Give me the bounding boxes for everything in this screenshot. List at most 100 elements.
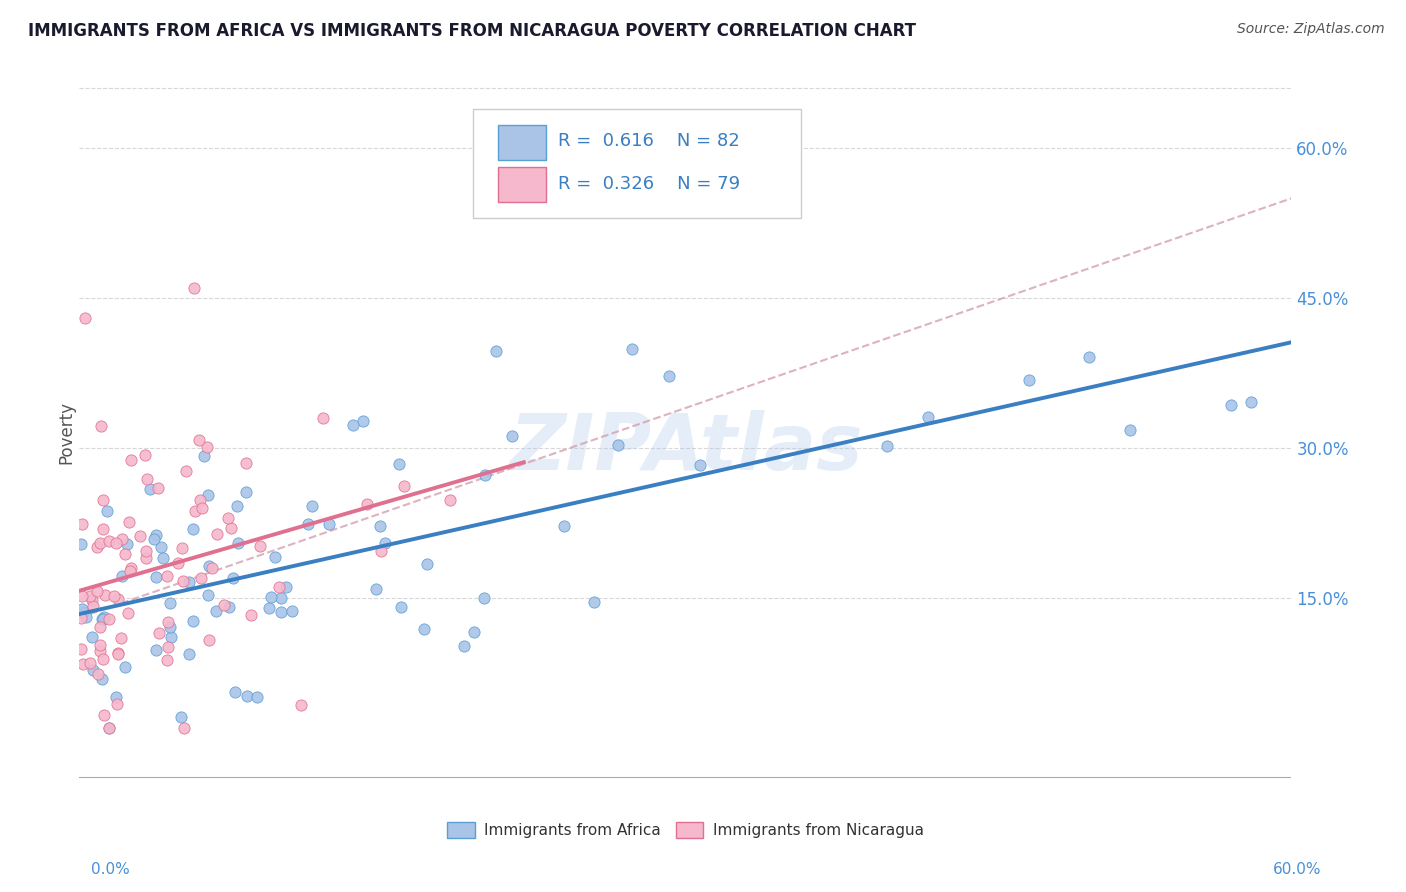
- Point: [235, 485, 257, 500]
- Point: [197, 588, 219, 602]
- Point: [342, 417, 364, 432]
- Point: [190, 501, 212, 516]
- Point: [70, 611, 93, 625]
- Point: [72, 602, 94, 616]
- Point: [104, 690, 127, 705]
- Point: [111, 533, 134, 547]
- Point: [103, 589, 125, 603]
- Point: [145, 643, 167, 657]
- Point: [75, 610, 97, 624]
- Point: [217, 511, 239, 525]
- Text: Source: ZipAtlas.com: Source: ZipAtlas.com: [1237, 22, 1385, 37]
- Point: [167, 556, 190, 570]
- Point: [658, 369, 681, 384]
- Point: [236, 690, 259, 704]
- Point: [114, 547, 136, 561]
- Point: [689, 458, 711, 472]
- FancyBboxPatch shape: [498, 125, 546, 160]
- Point: [91, 651, 114, 665]
- Point: [356, 497, 378, 511]
- Point: [917, 409, 939, 424]
- Point: [501, 429, 523, 443]
- Point: [212, 598, 235, 612]
- Text: R =  0.616    N = 82: R = 0.616 N = 82: [558, 132, 740, 151]
- Point: [160, 630, 183, 644]
- Point: [366, 582, 388, 596]
- Point: [472, 591, 495, 605]
- Point: [352, 414, 374, 428]
- Point: [412, 622, 434, 636]
- Legend: Immigrants from Africa, Immigrants from Nicaragua: Immigrants from Africa, Immigrants from …: [441, 816, 929, 845]
- Point: [193, 450, 215, 464]
- Point: [392, 479, 415, 493]
- Text: IMMIGRANTS FROM AFRICA VS IMMIGRANTS FROM NICARAGUA POVERTY CORRELATION CHART: IMMIGRANTS FROM AFRICA VS IMMIGRANTS FRO…: [28, 22, 917, 40]
- Point: [111, 569, 134, 583]
- Point: [235, 456, 257, 470]
- Point: [188, 492, 211, 507]
- Point: [89, 644, 111, 658]
- Point: [198, 558, 221, 573]
- Point: [86, 540, 108, 554]
- Point: [198, 632, 221, 647]
- Point: [72, 657, 94, 671]
- Point: [301, 499, 323, 513]
- Point: [312, 411, 335, 425]
- Point: [274, 580, 297, 594]
- Point: [218, 600, 240, 615]
- Point: [205, 527, 228, 541]
- Point: [387, 457, 409, 471]
- Point: [197, 488, 219, 502]
- Point: [115, 537, 138, 551]
- Point: [205, 604, 228, 618]
- Point: [318, 516, 340, 531]
- Point: [221, 571, 243, 585]
- Point: [876, 438, 898, 452]
- FancyBboxPatch shape: [498, 167, 546, 202]
- Point: [91, 611, 114, 625]
- Point: [249, 539, 271, 553]
- Point: [226, 536, 249, 550]
- Point: [97, 612, 120, 626]
- Text: ZIPAtlas: ZIPAtlas: [509, 409, 862, 485]
- Point: [200, 561, 222, 575]
- FancyBboxPatch shape: [474, 109, 800, 218]
- Point: [107, 592, 129, 607]
- Point: [290, 698, 312, 712]
- Point: [148, 481, 170, 495]
- Point: [135, 551, 157, 566]
- Point: [226, 499, 249, 513]
- Point: [142, 533, 165, 547]
- Point: [374, 536, 396, 550]
- Point: [136, 472, 159, 486]
- Point: [79, 656, 101, 670]
- Point: [89, 620, 111, 634]
- Point: [368, 519, 391, 533]
- Point: [82, 593, 104, 607]
- Point: [159, 620, 181, 634]
- Point: [582, 595, 605, 609]
- Point: [184, 504, 207, 518]
- Point: [86, 583, 108, 598]
- Point: [93, 610, 115, 624]
- Point: [114, 659, 136, 673]
- Point: [439, 492, 461, 507]
- Point: [91, 493, 114, 508]
- Point: [145, 570, 167, 584]
- Point: [269, 580, 291, 594]
- Point: [96, 504, 118, 518]
- Point: [179, 647, 201, 661]
- Point: [90, 673, 112, 687]
- Point: [90, 419, 112, 434]
- Point: [156, 652, 179, 666]
- Point: [72, 605, 94, 619]
- Point: [120, 453, 142, 467]
- Point: [104, 536, 127, 550]
- Y-axis label: Poverty: Poverty: [58, 401, 75, 465]
- Point: [453, 639, 475, 653]
- Point: [98, 721, 121, 735]
- Point: [183, 281, 205, 295]
- Point: [281, 604, 304, 618]
- Point: [82, 599, 104, 613]
- Point: [224, 684, 246, 698]
- Point: [159, 596, 181, 610]
